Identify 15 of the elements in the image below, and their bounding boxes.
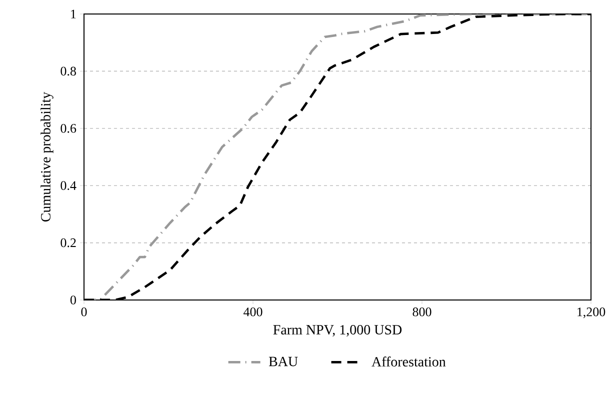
y-tick-label: 1 (71, 10, 76, 18)
y-tick-label: 0.2 (60, 238, 76, 248)
x-tick-label: 800 (412, 308, 432, 316)
y-tick-label: 0.4 (60, 181, 76, 190)
x-tick-label: 400 (244, 308, 262, 316)
y-tick-label: 0 (70, 296, 76, 304)
y-axis-title: Cumulative probability (40, 92, 54, 222)
legend-label: BAU (268, 356, 298, 366)
x-tick-label: 1,200 (578, 308, 606, 318)
y-tick-label: 0.6 (60, 124, 76, 133)
x-tick-label: 0 (81, 308, 87, 316)
y-tick-label: 0.8 (60, 66, 76, 76)
legend-label: Afforestation (372, 356, 446, 367)
x-axis-title: Farm NPV, 1,000 USD (273, 325, 402, 336)
line-series (84, 14, 591, 300)
